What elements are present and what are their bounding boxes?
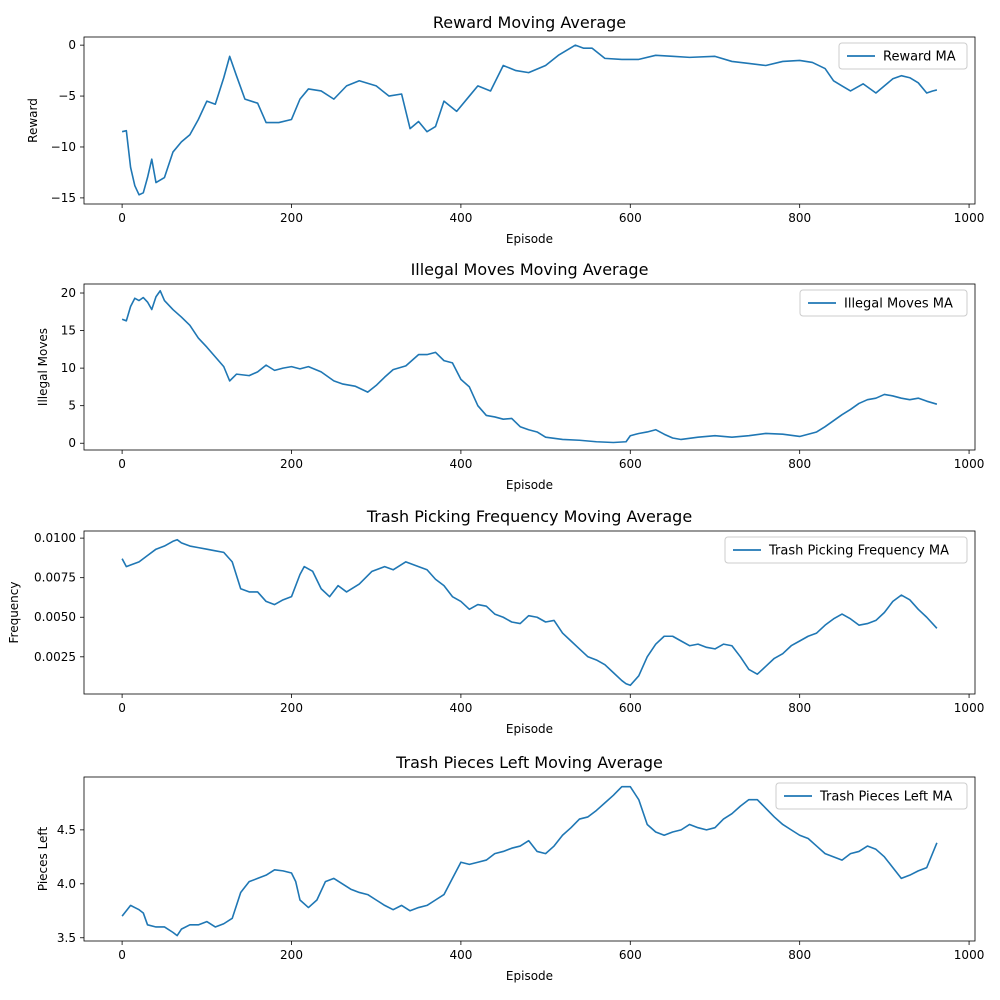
legend-box [724, 536, 968, 564]
y-axis-label: Reward [26, 98, 40, 143]
x-axis-label: Episode [506, 232, 553, 246]
axes-frame [83, 530, 976, 695]
chart-title: Trash Picking Frequency Moving Average [366, 507, 692, 526]
x-tick-label: 0 [118, 211, 126, 225]
chart-title: Trash Pieces Left Moving Average [395, 753, 663, 772]
y-tick-label: 10 [61, 361, 76, 375]
x-tick-label: 800 [788, 457, 811, 471]
y-tick-label: 4.0 [57, 877, 76, 891]
y-tick-label: −10 [51, 140, 76, 154]
x-tick-label: 600 [619, 948, 642, 962]
series-line [121, 289, 938, 444]
chart-title: Reward Moving Average [433, 13, 626, 32]
y-tick-label: 0.0025 [34, 650, 76, 664]
y-axis-label: Frequency [7, 582, 21, 644]
x-tick-label: 0 [118, 701, 126, 715]
x-tick-label: 400 [449, 457, 472, 471]
chart-panel-1: Reward Moving Average 0 200 400 600 800 1000 0 −… [26, 13, 984, 246]
x-tick-label: 400 [449, 948, 472, 962]
x-tick-label: 1000 [954, 457, 985, 471]
y-tick-label: −15 [51, 191, 76, 205]
x-tick-label: 400 [449, 701, 472, 715]
x-tick-label: 1000 [954, 211, 985, 225]
x-tick-label: 200 [280, 457, 303, 471]
chart-panel-3: Trash Picking Frequency Moving Average 0 2… [7, 507, 984, 736]
y-tick-label: 0.0050 [34, 610, 76, 624]
legend-label: Trash Pieces Left MA [819, 790, 953, 805]
x-tick-label: 0 [118, 948, 126, 962]
x-tick-label: 800 [788, 948, 811, 962]
legend: Illegal Moves MA [799, 289, 968, 317]
y-tick-label: 15 [61, 324, 76, 338]
y-tick-label: 20 [61, 286, 76, 300]
legend: Reward MA [838, 42, 968, 70]
x-axis-label: Episode [506, 722, 553, 736]
legend-box [838, 42, 968, 70]
x-tick-label: 800 [788, 211, 811, 225]
x-tick-label: 1000 [954, 701, 985, 715]
axes-frame [83, 283, 976, 451]
y-tick-label: 0.0075 [34, 571, 76, 585]
x-tick-label: 600 [619, 457, 642, 471]
chart-title: Illegal Moves Moving Average [411, 260, 649, 279]
x-tick-label: 400 [449, 211, 472, 225]
x-tick-label: 800 [788, 701, 811, 715]
y-tick-label: 5 [68, 399, 76, 413]
y-axis-label: Illegal Moves [36, 328, 50, 406]
series-line [121, 538, 938, 687]
y-tick-label: 3.5 [57, 931, 76, 945]
x-tick-label: 600 [619, 701, 642, 715]
legend-box [775, 782, 968, 810]
y-tick-label: 0 [68, 436, 76, 450]
x-axis-label: Episode [506, 969, 553, 983]
x-tick-label: 200 [280, 948, 303, 962]
y-tick-label: −5 [58, 89, 76, 103]
legend-label: Illegal Moves MA [844, 297, 953, 312]
y-tick-label: 4.5 [57, 823, 76, 837]
chart-panel-4: Trash Pieces Left Moving Average 0 200 400 6… [36, 753, 984, 983]
legend-label: Trash Picking Frequency MA [768, 544, 949, 559]
x-tick-label: 0 [118, 457, 126, 471]
x-axis-label: Episode [506, 478, 553, 492]
x-tick-label: 200 [280, 701, 303, 715]
x-tick-label: 1000 [954, 948, 985, 962]
legend: Trash Pieces Left MA [775, 782, 968, 810]
legend-box [799, 289, 968, 317]
series-line [121, 785, 938, 937]
x-tick-label: 200 [280, 211, 303, 225]
legend: Trash Picking Frequency MA [724, 536, 968, 564]
y-tick-label: 0.0100 [34, 531, 76, 545]
y-tick-label: 0 [68, 38, 76, 52]
series-line [121, 44, 938, 196]
axes-frame [83, 776, 976, 942]
legend-label: Reward MA [883, 50, 956, 65]
x-tick-label: 600 [619, 211, 642, 225]
y-axis-label: Pieces Left [36, 827, 50, 892]
axes-frame [83, 36, 976, 205]
